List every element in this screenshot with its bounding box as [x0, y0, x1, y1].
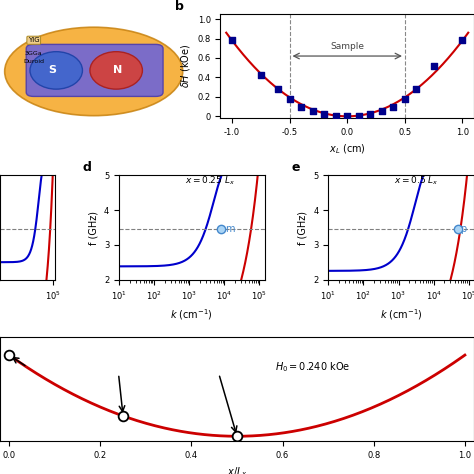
X-axis label: $x_L$ (cm): $x_L$ (cm): [329, 143, 365, 156]
Text: b: b: [175, 0, 184, 13]
Text: $x = 0.25\ L_x$: $x = 0.25\ L_x$: [184, 175, 235, 187]
Ellipse shape: [90, 52, 142, 89]
Point: [378, 108, 385, 115]
Point: [401, 96, 409, 103]
Text: e: e: [292, 161, 301, 174]
Point: [355, 112, 363, 119]
X-axis label: $x/L_x$: $x/L_x$: [227, 465, 247, 474]
Point: [297, 103, 305, 110]
Point: [309, 108, 317, 115]
Ellipse shape: [30, 52, 82, 89]
Text: YIG: YIG: [28, 37, 39, 43]
Text: p: p: [460, 224, 466, 234]
Text: Duroid: Duroid: [23, 59, 44, 64]
Text: N: N: [113, 65, 123, 75]
FancyBboxPatch shape: [26, 45, 163, 96]
Text: Sample: Sample: [330, 42, 364, 51]
Text: $H_0 = 0.240\ \mathrm{kOe}$: $H_0 = 0.240\ \mathrm{kOe}$: [275, 360, 350, 374]
Text: d: d: [82, 161, 91, 174]
Text: m: m: [225, 224, 235, 234]
Text: $x = 0.5\ L_x$: $x = 0.5\ L_x$: [394, 175, 438, 187]
X-axis label: $k$ (cm$^{-1}$): $k$ (cm$^{-1}$): [380, 307, 422, 322]
Point: [430, 62, 438, 70]
Point: [344, 112, 351, 120]
Point: [274, 85, 282, 93]
Y-axis label: f (GHz): f (GHz): [298, 210, 308, 245]
X-axis label: $k$ (cm$^{-1}$): $k$ (cm$^{-1}$): [171, 307, 213, 322]
Point: [320, 110, 328, 118]
Point: [390, 103, 397, 110]
Point: [412, 85, 420, 93]
Text: 3GGa: 3GGa: [25, 51, 43, 56]
Point: [228, 36, 236, 44]
Ellipse shape: [5, 27, 182, 116]
Point: [286, 96, 293, 103]
Point: [459, 36, 466, 44]
Text: S: S: [48, 65, 56, 75]
Point: [366, 110, 374, 118]
Point: [257, 72, 264, 79]
Point: [332, 112, 339, 119]
Y-axis label: f (GHz): f (GHz): [88, 210, 98, 245]
Y-axis label: $\delta H$ (kOe): $\delta H$ (kOe): [179, 44, 192, 89]
